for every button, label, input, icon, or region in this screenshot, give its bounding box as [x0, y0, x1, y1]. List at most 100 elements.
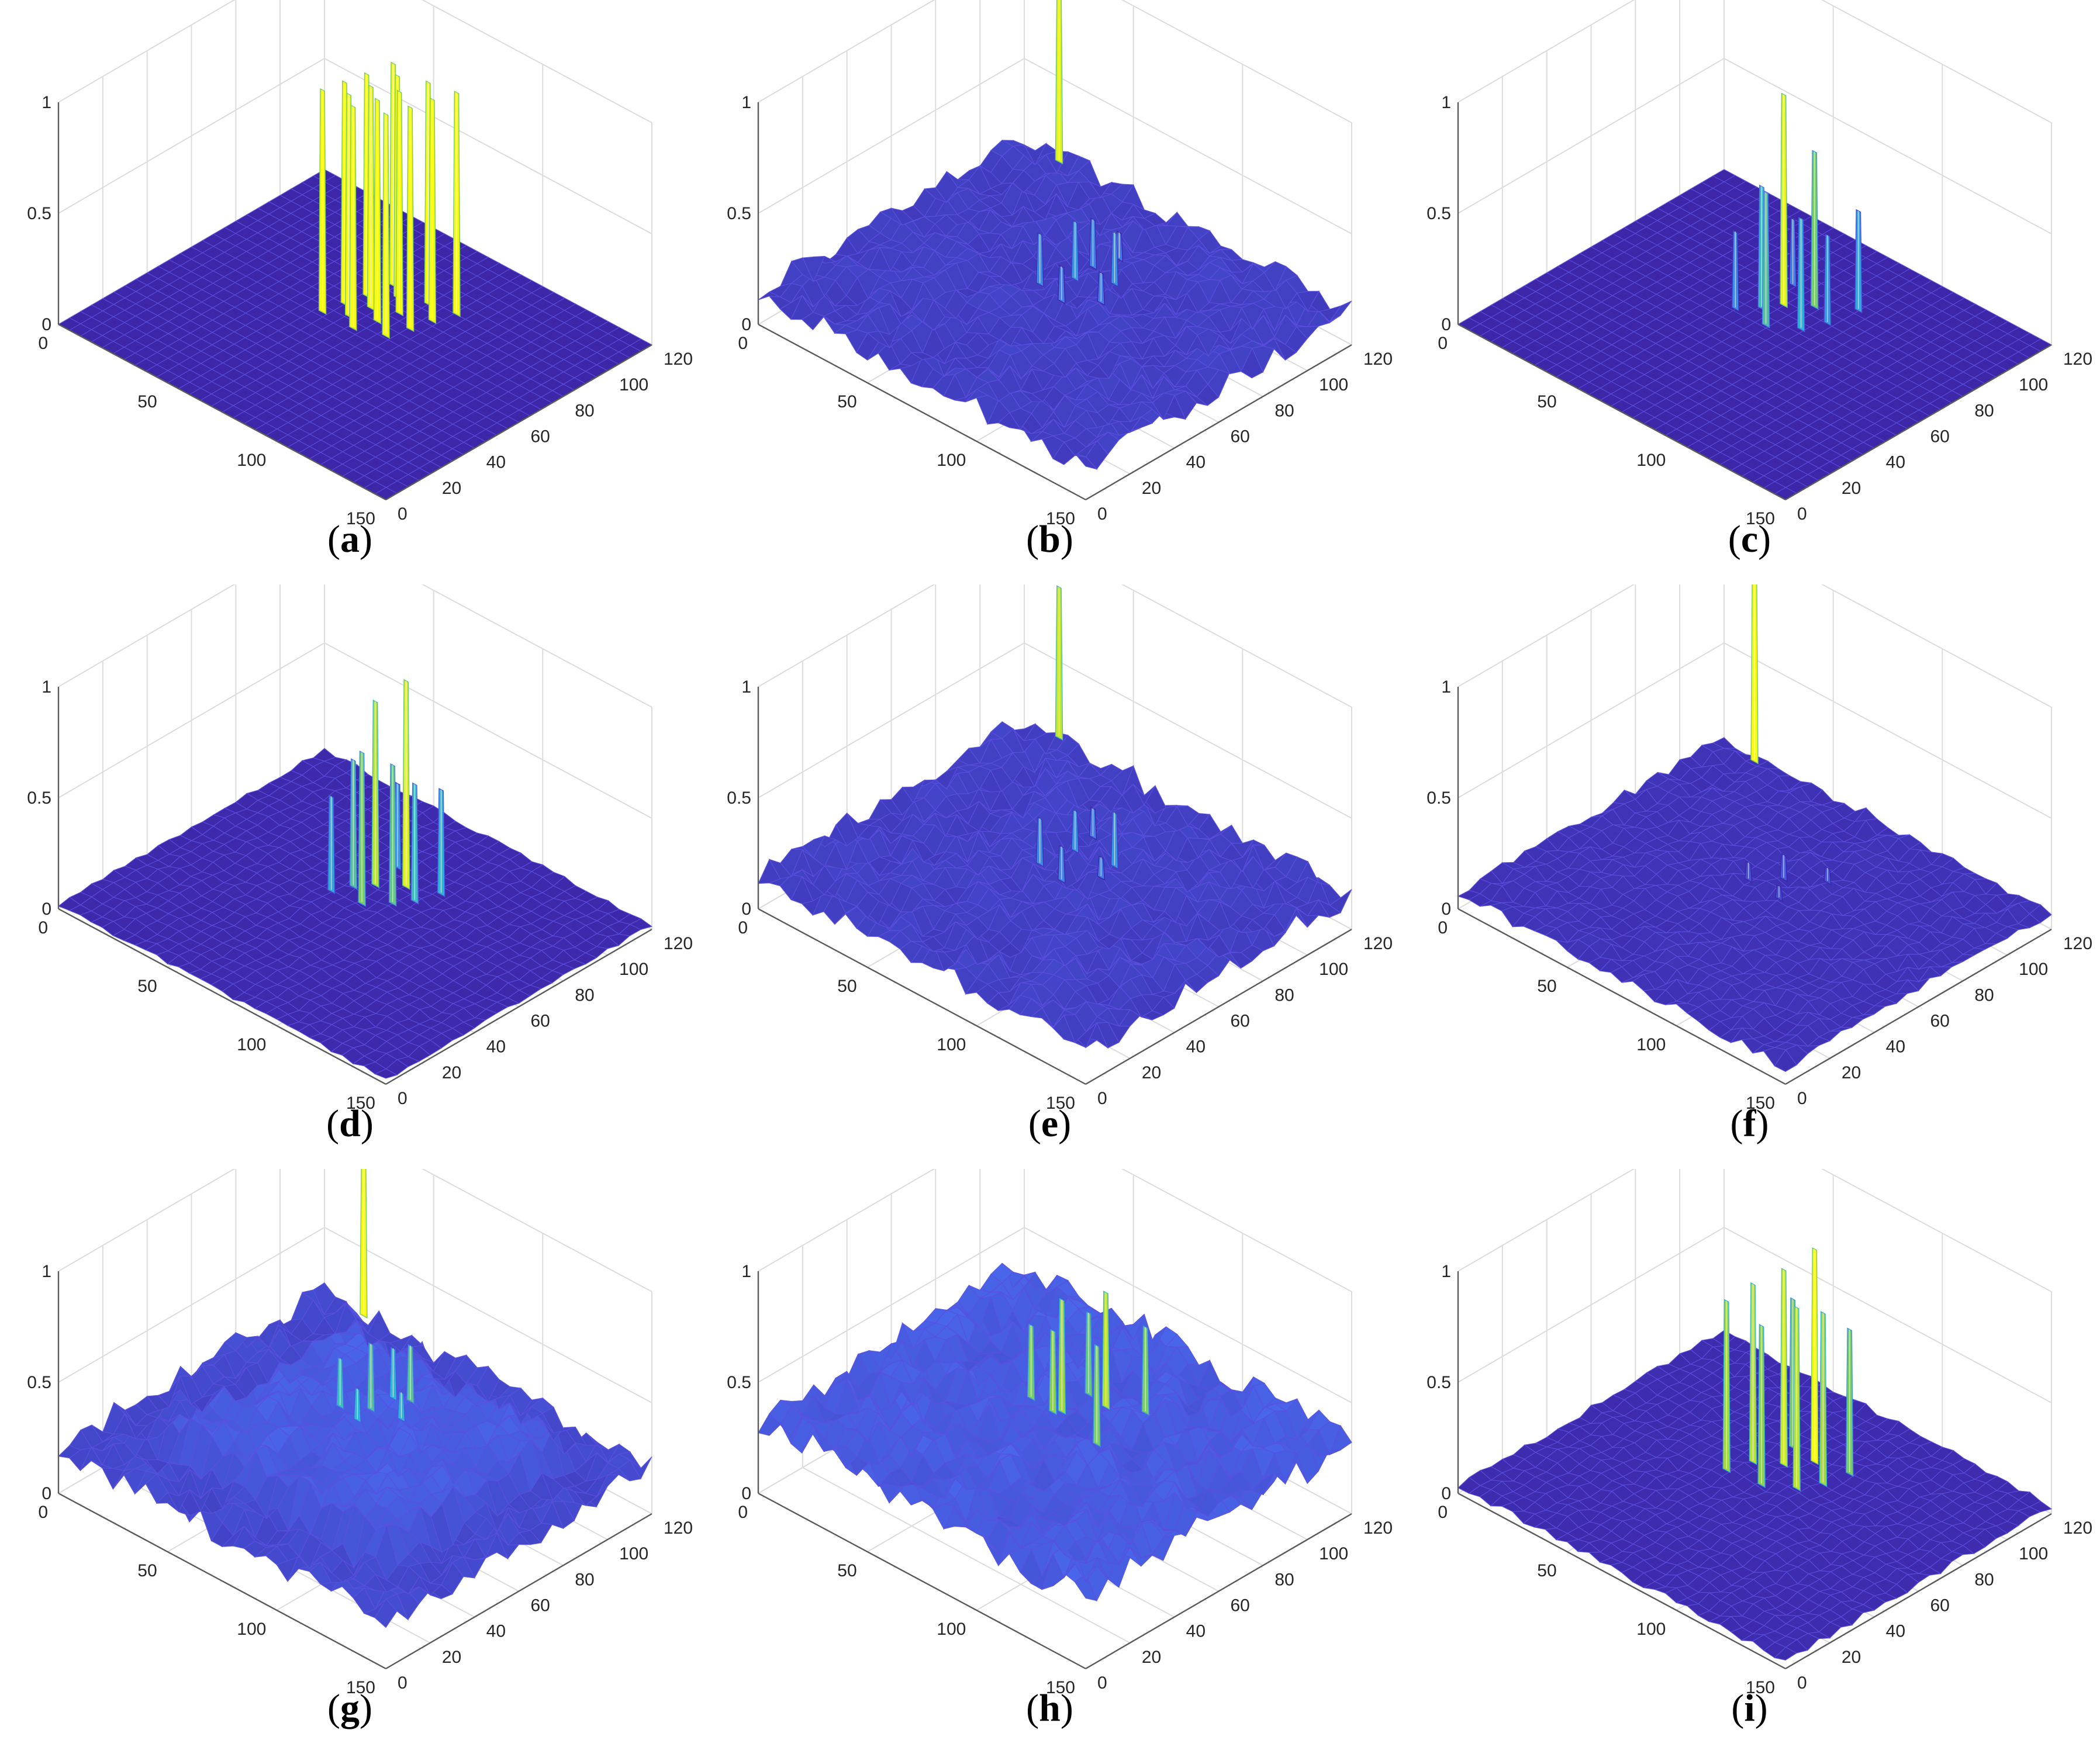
panel-f: 0 0.5 1 0 50 100 150 0 20 40 60 80 100 120 (f) — [1400, 584, 2099, 1169]
y-tick-label: 0 — [1797, 1089, 1807, 1108]
y-axis-line — [1085, 344, 1352, 501]
grid-line — [1821, 0, 2052, 123]
x-tick-label: 100 — [1636, 1035, 1666, 1054]
z-tick-label: 0 — [42, 900, 51, 919]
x-tick-label: 150 — [1746, 509, 1775, 528]
grid-line — [1457, 0, 1635, 103]
y-tick-label: 80 — [1274, 401, 1294, 420]
surface-mesh — [1457, 737, 2052, 1073]
x-tick-label: 50 — [137, 977, 157, 996]
x-tick-label: 100 — [937, 1035, 966, 1054]
axis-edges — [57, 102, 652, 501]
panel-c: 0 0.5 1 0 50 100 150 0 20 40 60 80 100 120 (c) — [1400, 0, 2099, 584]
peak-group — [1745, 584, 1832, 902]
x-tick-label: 0 — [1438, 918, 1448, 937]
grid-line — [58, 0, 236, 103]
surface-cell — [1457, 890, 1481, 901]
grid-line — [58, 584, 236, 687]
x-axis-line — [1457, 908, 1786, 1085]
y-axis-line — [385, 344, 652, 501]
grid-line — [758, 642, 1025, 798]
x-tick-label: 100 — [237, 451, 266, 470]
y-tick-label: 60 — [1930, 1012, 1950, 1031]
x-tick-label: 50 — [1537, 392, 1556, 411]
panel-caption: (b) — [1026, 518, 1073, 561]
y-tick-label: 100 — [1319, 375, 1348, 395]
y-tick-label: 80 — [1274, 985, 1294, 1005]
x-tick-label: 150 — [1746, 1094, 1775, 1113]
y-tick-label: 0 — [1797, 504, 1807, 524]
x-tick-label: 0 — [738, 918, 748, 937]
panel-a: 0 0.5 1 0 50 100 150 0 20 40 60 80 100 120 (a) — [0, 0, 700, 584]
grid-line — [324, 642, 652, 819]
grid-line — [324, 1227, 652, 1403]
z-tick-label: 0.5 — [27, 788, 51, 808]
grid-line — [1024, 58, 1352, 234]
x-tick-label: 100 — [937, 451, 966, 470]
x-axis-line — [758, 908, 1086, 1085]
surface-mesh — [758, 721, 1352, 1049]
panel-g: 0 0.5 1 0 50 100 150 0 20 40 60 80 100 120 (g) — [0, 1169, 700, 1753]
panel-caption: (f) — [1730, 1102, 1769, 1145]
panel-e: 0 0.5 1 0 50 100 150 0 20 40 60 80 100 120 (e) — [700, 584, 1400, 1169]
y-tick-label: 0 — [1097, 504, 1107, 524]
grid-line — [421, 584, 652, 708]
panel-caption: (a) — [327, 518, 372, 561]
z-tick-label: 1 — [741, 677, 751, 697]
y-tick-label: 40 — [486, 453, 506, 472]
y-tick-label: 20 — [1142, 1063, 1161, 1082]
surface-cell — [758, 858, 781, 884]
y-tick-label: 20 — [1842, 479, 1861, 498]
z-tick-label: 1 — [42, 677, 51, 697]
z-tick-label: 0.5 — [1427, 204, 1451, 223]
grid-line — [1457, 58, 1725, 214]
axis-edges — [57, 687, 652, 1085]
y-tick-label: 120 — [2063, 934, 2092, 953]
z-tick-label: 0 — [1441, 315, 1451, 334]
grid-line — [58, 58, 325, 214]
peak-group — [1731, 92, 1863, 333]
x-axis-line — [58, 908, 386, 1085]
y-tick-label: 100 — [619, 960, 648, 979]
z-tick-label: 1 — [1441, 93, 1451, 112]
peak-group — [1035, 0, 1124, 306]
z-tick-label: 0 — [741, 315, 751, 334]
y-tick-label: 0 — [1097, 1089, 1107, 1108]
surface-mesh — [1457, 169, 2053, 500]
y-tick-label: 20 — [442, 1063, 461, 1082]
x-tick-label: 0 — [1438, 334, 1448, 353]
y-tick-label: 60 — [531, 1012, 550, 1031]
grid-line — [421, 1169, 652, 1292]
y-axis-line — [1785, 344, 2052, 501]
x-tick-label: 0 — [38, 918, 48, 937]
y-tick-label: 20 — [442, 479, 461, 498]
y-tick-label: 40 — [1886, 453, 1905, 472]
y-tick-label: 40 — [1886, 1037, 1905, 1057]
z-tick-label: 0.5 — [1427, 788, 1451, 808]
y-tick-label: 100 — [619, 375, 648, 395]
axis-edges — [1457, 102, 2052, 501]
grid-line — [58, 1227, 325, 1383]
y-tick-label: 40 — [1186, 453, 1206, 472]
grid-line — [1121, 584, 1352, 708]
z-tick-label: 0.5 — [727, 204, 751, 223]
y-axis-line — [385, 928, 652, 1085]
x-tick-label: 100 — [1636, 451, 1666, 470]
x-axis-line — [758, 323, 1086, 501]
grid-line — [58, 642, 325, 798]
panel-caption: (e) — [1028, 1102, 1072, 1145]
z-tick-label: 0.5 — [727, 788, 751, 808]
y-tick-label: 80 — [1974, 985, 1994, 1005]
z-tick-label: 0 — [1441, 900, 1451, 919]
y-tick-label: 60 — [1231, 1012, 1250, 1031]
y-tick-label: 80 — [575, 401, 594, 420]
